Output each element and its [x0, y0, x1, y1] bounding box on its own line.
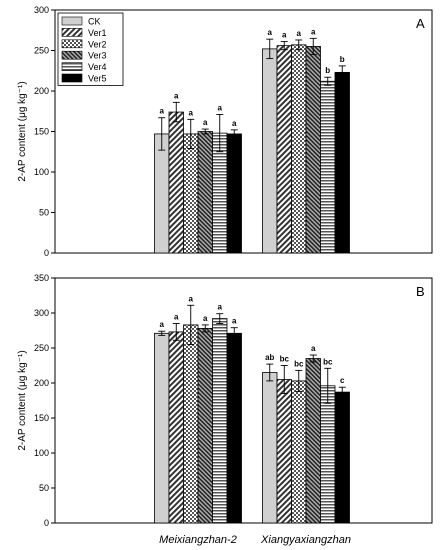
- legend-swatch: [61, 16, 83, 26]
- bar: [276, 45, 292, 254]
- significance-label: a: [218, 103, 223, 112]
- bar: [262, 48, 278, 254]
- bar: [320, 385, 336, 524]
- y-tick-label: 250: [34, 343, 49, 353]
- bar: [320, 80, 336, 254]
- y-tick-label: 300: [34, 308, 49, 318]
- y-tick-label: 200: [34, 378, 49, 388]
- significance-label: a: [232, 317, 237, 326]
- bar: [154, 133, 170, 254]
- bar: [154, 332, 170, 524]
- y-tick-label: 150: [34, 413, 49, 423]
- legend-label: CK: [88, 17, 101, 27]
- y-tick-label: 200: [34, 86, 49, 96]
- x-category-label: Meixiangzhan-2: [159, 534, 237, 546]
- significance-label: bc: [294, 359, 304, 368]
- bar: [226, 332, 242, 524]
- significance-label: a: [203, 314, 208, 323]
- panel-letter: A: [416, 16, 425, 31]
- legend-label: Ver2: [88, 39, 107, 49]
- bar: [305, 358, 321, 524]
- significance-label: b: [325, 66, 330, 75]
- y-tick-label: 250: [34, 46, 49, 56]
- legend-label: Ver5: [88, 74, 107, 84]
- y-axis-label: 2-AP content (μg kg⁻¹): [17, 350, 28, 450]
- significance-label: a: [174, 91, 179, 100]
- legend-label: Ver3: [88, 51, 107, 61]
- plot-frame: [54, 277, 433, 524]
- legend-swatch: [61, 28, 83, 37]
- y-tick-label: 150: [34, 127, 49, 137]
- y-tick-label: 100: [34, 448, 49, 458]
- panel-letter: B: [416, 284, 425, 299]
- significance-label: a: [311, 344, 316, 353]
- significance-label: bc: [280, 355, 290, 364]
- legend-swatch: [61, 39, 83, 49]
- y-tick-label: 300: [34, 5, 49, 15]
- x-category-label: Xiangyaxiangzhan: [260, 534, 351, 546]
- significance-label: a: [160, 107, 165, 116]
- bar: [291, 380, 307, 524]
- bar: [291, 44, 307, 254]
- significance-label: a: [189, 294, 194, 303]
- legend-label: Ver1: [88, 28, 107, 38]
- bar: [334, 71, 350, 254]
- y-tick-label: 100: [34, 167, 49, 177]
- significance-label: a: [174, 313, 179, 322]
- significance-label: a: [160, 320, 165, 329]
- significance-label: a: [268, 28, 273, 37]
- bar: [334, 391, 350, 524]
- y-tick-label: 0: [44, 248, 49, 258]
- y-tick-label: 50: [39, 208, 49, 218]
- significance-label: a: [282, 31, 287, 40]
- legend-swatch: [61, 62, 83, 71]
- significance-label: a: [297, 29, 302, 38]
- significance-label: a: [232, 119, 237, 128]
- significance-label: a: [203, 118, 208, 127]
- significance-label: a: [189, 108, 194, 117]
- significance-label: bc: [323, 357, 333, 366]
- legend-swatch: [61, 73, 83, 83]
- legend-swatch: [61, 50, 83, 60]
- bar: [168, 331, 184, 524]
- bar: [197, 131, 213, 254]
- significance-label: a: [311, 27, 316, 36]
- bar: [305, 46, 321, 254]
- legend-label: Ver4: [88, 62, 107, 72]
- bar: [276, 379, 292, 524]
- bar: [183, 324, 199, 524]
- y-tick-label: 0: [44, 518, 49, 528]
- panel-a-chart: 0 50 100 150 200 250 300 2-AP content (μg kg⁻¹)…: [17, 5, 433, 258]
- y-tick-label: 350: [34, 273, 49, 283]
- significance-label: ab: [265, 353, 274, 362]
- y-axis-label: 2-AP content (μg kg⁻¹): [17, 81, 28, 181]
- bar: [212, 318, 228, 524]
- bar: [262, 372, 278, 524]
- panel-b-chart: 0 50 100 150 200 250 300 350 2-AP content (μg kg…: [17, 273, 433, 546]
- bar: [183, 133, 199, 254]
- bar: [168, 111, 184, 254]
- y-tick-label: 50: [39, 483, 49, 493]
- significance-label: b: [340, 55, 345, 64]
- significance-label: a: [218, 303, 223, 312]
- significance-label: c: [340, 376, 345, 385]
- bar: [226, 133, 242, 254]
- bar: [197, 327, 213, 524]
